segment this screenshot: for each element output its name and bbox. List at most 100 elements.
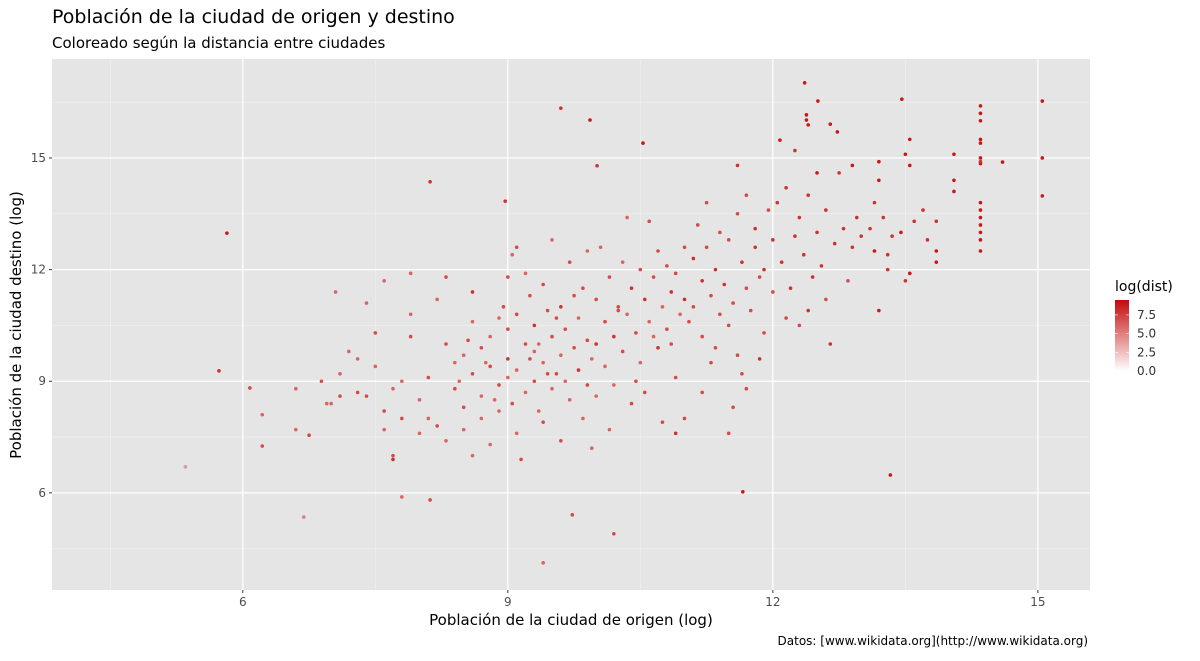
data-point: [741, 489, 745, 494]
legend: log(dist) 0.0 2.5 5.0 7.5: [1115, 279, 1173, 378]
data-point: [324, 401, 329, 406]
data-point: [510, 252, 515, 257]
data-point: [881, 215, 886, 220]
data-point: [355, 390, 360, 395]
y-tick-label: 9: [38, 374, 46, 388]
data-point: [470, 453, 475, 458]
data-point: [373, 331, 378, 335]
data-point: [642, 390, 647, 395]
data-point: [718, 312, 722, 317]
data-point: [554, 372, 559, 376]
data-point: [788, 286, 793, 291]
data-point: [744, 193, 749, 197]
data-point: [735, 211, 740, 216]
data-point: [532, 379, 537, 384]
data-point: [978, 104, 983, 108]
data-point: [248, 386, 252, 390]
data-point: [978, 238, 983, 242]
data-point: [700, 278, 704, 283]
data-point: [294, 427, 298, 432]
data-point: [647, 319, 651, 324]
data-point: [682, 416, 687, 421]
y-tick-label: 15: [31, 151, 46, 165]
data-point: [417, 431, 422, 436]
data-point: [651, 275, 656, 279]
x-tick-label: 6: [239, 595, 247, 609]
data-point: [713, 267, 718, 272]
caption: Datos: [www.wikidata.org](http://www.wik…: [778, 634, 1088, 648]
data-point: [567, 260, 572, 264]
data-point: [408, 334, 413, 339]
data-point: [364, 394, 369, 398]
legend-tick-label: 2.5: [1137, 345, 1156, 359]
data-point: [682, 297, 687, 302]
data-point: [503, 199, 507, 203]
data-point: [978, 156, 983, 160]
data-point: [541, 561, 545, 565]
data-point: [570, 513, 575, 517]
data-point: [872, 200, 877, 205]
data-point: [978, 208, 983, 212]
data-point: [444, 342, 448, 346]
data-point: [572, 293, 576, 298]
data-point: [585, 383, 590, 387]
data-point: [828, 122, 833, 126]
data-point: [506, 275, 510, 279]
data-point: [461, 427, 466, 432]
data-point: [428, 498, 432, 502]
data-point: [691, 305, 696, 309]
data-point: [444, 275, 448, 279]
data-point: [1000, 160, 1005, 164]
data-point: [497, 316, 501, 320]
legend-colorbar: [1115, 300, 1129, 371]
data-point: [408, 312, 413, 317]
data-point: [545, 372, 550, 376]
data-point: [793, 234, 797, 238]
data-point: [709, 360, 713, 365]
data-point: [355, 357, 360, 361]
data-point: [301, 515, 306, 519]
data-point: [656, 345, 660, 350]
data-point: [625, 215, 629, 220]
data-point: [726, 238, 731, 242]
data-point: [612, 532, 616, 536]
data-point: [744, 386, 749, 391]
data-point: [665, 327, 669, 331]
data-point: [673, 375, 678, 380]
x-tick-label: 15: [1030, 595, 1045, 609]
data-point: [307, 433, 311, 438]
data-point: [748, 308, 753, 313]
plot-panel: [52, 59, 1090, 590]
data-point: [978, 215, 983, 220]
data-point: [841, 226, 846, 231]
data-point: [391, 457, 395, 462]
data-point: [260, 444, 265, 448]
data-point: [877, 308, 881, 313]
data-point: [488, 442, 492, 447]
data-point: [1040, 99, 1045, 103]
data-point: [514, 431, 519, 436]
data-point: [641, 141, 645, 145]
data-point: [589, 357, 594, 361]
data-point: [815, 171, 819, 175]
data-point: [828, 342, 833, 346]
y-tick-label: 12: [31, 263, 46, 277]
data-point: [506, 357, 510, 361]
data-point: [417, 398, 422, 402]
data-point: [718, 230, 722, 235]
data-point: [457, 379, 462, 384]
data-point: [952, 178, 956, 183]
data-point: [470, 319, 475, 324]
data-point: [294, 386, 298, 391]
data-point: [816, 99, 820, 103]
data-point: [400, 495, 404, 499]
data-point: [625, 312, 629, 317]
data-point: [400, 379, 404, 384]
data-point: [501, 305, 506, 309]
data-point: [978, 223, 983, 227]
data-point: [740, 260, 744, 264]
data-point: [595, 163, 599, 168]
data-point: [700, 334, 704, 339]
data-point: [877, 159, 881, 164]
data-point: [470, 290, 475, 294]
